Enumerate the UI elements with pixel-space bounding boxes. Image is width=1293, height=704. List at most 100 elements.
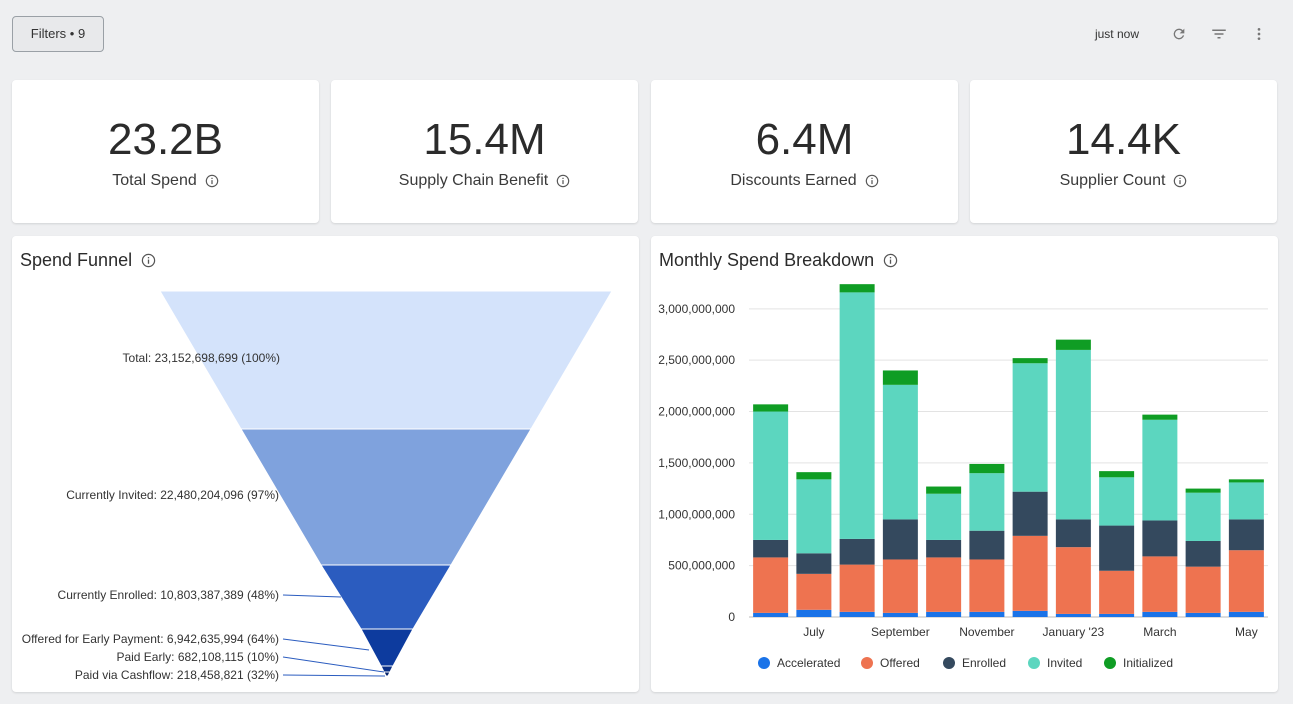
info-icon[interactable] (141, 253, 156, 268)
bar-segment-invited[interactable] (926, 493, 962, 540)
bar-segment-enrolled[interactable] (1055, 519, 1091, 548)
bar-segment-enrolled[interactable] (926, 539, 962, 558)
legend-marker[interactable] (758, 657, 770, 669)
bar-segment-offered[interactable] (1099, 570, 1135, 614)
bar-segment-invited[interactable] (1185, 492, 1221, 541)
bar-segment-invited[interactable] (1228, 482, 1264, 520)
info-icon[interactable] (556, 174, 570, 188)
funnel-leader-line (282, 638, 370, 651)
bar-segment-invited[interactable] (882, 384, 918, 520)
kpi-label-text: Discounts Earned (730, 172, 857, 189)
legend-label[interactable]: Offered (880, 656, 920, 670)
legend-label[interactable]: Invited (1047, 656, 1082, 670)
legend-marker[interactable] (1104, 657, 1116, 669)
info-icon[interactable] (865, 174, 879, 188)
bar-segment-offered[interactable] (839, 564, 875, 612)
panel-title: Monthly Spend Breakdown (659, 250, 898, 271)
funnel-stage[interactable] (383, 671, 391, 677)
kpi-value: 15.4M (423, 115, 546, 164)
bar-segment-initialized[interactable] (1099, 471, 1135, 478)
legend-marker[interactable] (943, 657, 955, 669)
x-tick-label: March (1143, 625, 1176, 639)
funnel-stage[interactable] (360, 628, 414, 667)
bar-segment-accelerated[interactable] (796, 609, 832, 617)
info-icon[interactable] (1173, 174, 1187, 188)
stacked-bar-chart: 0 500,000,000 1,000,000,000 1,500,000,000 2,… (658, 284, 1268, 670)
bar-segment-offered[interactable] (1185, 566, 1221, 613)
bar-segment-offered[interactable] (1012, 535, 1048, 611)
bar-segment-initialized[interactable] (882, 370, 918, 385)
y-tick-label: 3,000,000,000 (658, 302, 735, 316)
funnel-stage[interactable] (380, 665, 394, 673)
bar-segment-enrolled[interactable] (753, 539, 789, 558)
bar-segment-invited[interactable] (839, 292, 875, 539)
kpi-value: 6.4M (755, 115, 854, 164)
bar-segment-accelerated[interactable] (1055, 613, 1091, 617)
bar-segment-initialized[interactable] (753, 404, 789, 412)
bar-segment-accelerated[interactable] (926, 611, 962, 617)
bar-segment-accelerated[interactable] (1228, 611, 1264, 617)
toolbar-right: just now (1095, 22, 1271, 46)
filter-icon[interactable] (1207, 22, 1231, 46)
bar-segment-enrolled[interactable] (1228, 519, 1264, 551)
bar-segment-offered[interactable] (882, 559, 918, 613)
funnel-stage[interactable] (240, 428, 532, 566)
bar-segment-enrolled[interactable] (796, 553, 832, 574)
info-icon[interactable] (205, 174, 219, 188)
bar-segment-accelerated[interactable] (969, 611, 1005, 617)
bar-segment-offered[interactable] (1055, 547, 1091, 614)
bar-segment-invited[interactable] (753, 411, 789, 540)
legend-label[interactable]: Initialized (1123, 656, 1173, 670)
bar-segment-accelerated[interactable] (882, 612, 918, 617)
bar-segment-initialized[interactable] (926, 486, 962, 494)
y-tick-label: 2,500,000,000 (658, 353, 735, 367)
bar-segment-accelerated[interactable] (839, 611, 875, 617)
bar-segment-enrolled[interactable] (969, 530, 1005, 560)
bar-segment-invited[interactable] (1012, 363, 1048, 492)
bar-segment-offered[interactable] (796, 573, 832, 610)
bar-segment-enrolled[interactable] (1185, 540, 1221, 567)
bar-segment-accelerated[interactable] (1185, 612, 1221, 617)
legend-label[interactable]: Enrolled (962, 656, 1006, 670)
bar-segment-initialized[interactable] (796, 472, 832, 480)
bar-segment-enrolled[interactable] (1099, 525, 1135, 571)
bar-segment-invited[interactable] (1142, 419, 1178, 521)
bar-segment-initialized[interactable] (969, 463, 1005, 474)
filters-button[interactable]: Filters • 9 (12, 16, 104, 52)
bar-segment-accelerated[interactable] (753, 612, 789, 617)
bar-segment-enrolled[interactable] (882, 519, 918, 560)
bar-segment-offered[interactable] (1142, 556, 1178, 612)
funnel-stage-label: Currently Enrolled: 10,803,387,389 (48%) (58, 588, 279, 602)
funnel-chart: Total: 23,152,698,699 (100%) Currently In… (22, 290, 613, 682)
bar-segment-accelerated[interactable] (1012, 610, 1048, 617)
bar-segment-enrolled[interactable] (1012, 491, 1048, 536)
bar-segment-accelerated[interactable] (1142, 611, 1178, 617)
x-tick-label: July (803, 625, 824, 639)
more-vert-icon[interactable] (1247, 22, 1271, 46)
bar-segment-initialized[interactable] (839, 284, 875, 293)
spend-funnel-panel: Spend Funnel Total: 23,152,698,699 (100%… (12, 236, 639, 692)
bar-segment-invited[interactable] (969, 473, 1005, 531)
kpi-card-supplier-count: 14.4K Supplier Count (970, 80, 1277, 223)
bar-segment-enrolled[interactable] (1142, 520, 1178, 557)
info-icon[interactable] (883, 253, 898, 268)
bar-segment-offered[interactable] (1228, 550, 1264, 612)
bar-segment-initialized[interactable] (1185, 488, 1221, 493)
bar-segment-enrolled[interactable] (839, 538, 875, 565)
bar-segment-accelerated[interactable] (1099, 613, 1135, 617)
bar-segment-initialized[interactable] (1012, 358, 1048, 364)
legend-label[interactable]: Accelerated (777, 656, 840, 670)
refresh-icon[interactable] (1167, 22, 1191, 46)
bar-segment-invited[interactable] (796, 479, 832, 554)
bar-segment-invited[interactable] (1055, 349, 1091, 520)
legend-marker[interactable] (861, 657, 873, 669)
bar-segment-invited[interactable] (1099, 477, 1135, 526)
bar-segment-offered[interactable] (969, 559, 1005, 612)
bar-segment-offered[interactable] (926, 557, 962, 612)
bar-segment-initialized[interactable] (1055, 339, 1091, 350)
bar-segment-offered[interactable] (753, 557, 789, 613)
funnel-stage-label: Total: 23,152,698,699 (100%) (123, 351, 280, 365)
bar-segment-initialized[interactable] (1142, 414, 1178, 420)
bar-segment-initialized[interactable] (1228, 479, 1264, 483)
legend-marker[interactable] (1028, 657, 1040, 669)
